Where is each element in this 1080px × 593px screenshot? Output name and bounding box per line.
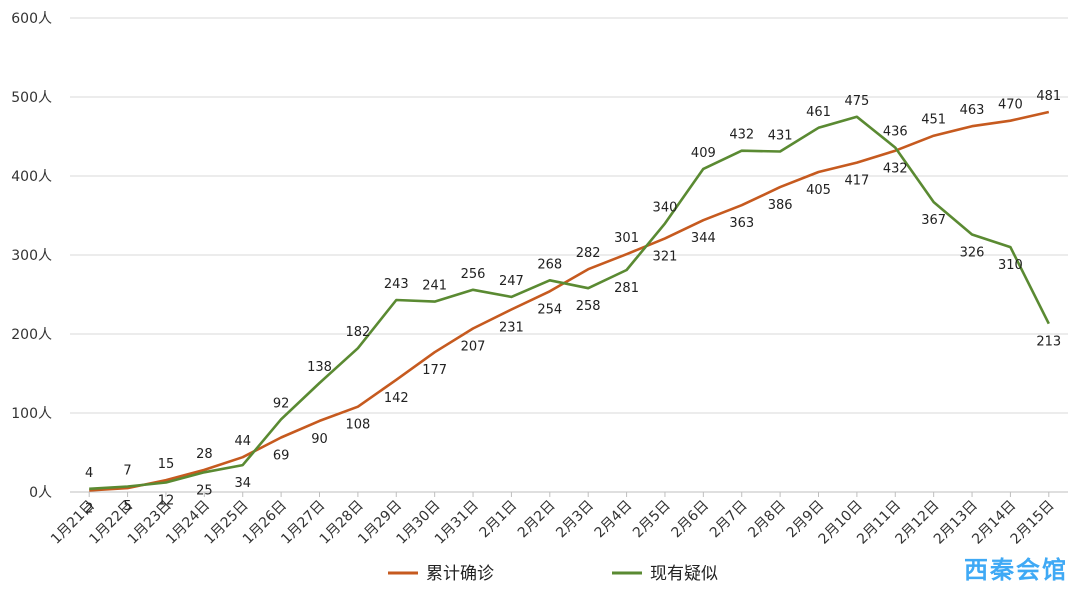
data-label: 182 bbox=[345, 325, 370, 340]
legend-label: 现有疑似 bbox=[650, 564, 718, 584]
data-label: 367 bbox=[921, 213, 946, 228]
data-label: 15 bbox=[158, 457, 175, 472]
legend: 累计确诊 现有疑似 bbox=[388, 564, 718, 584]
data-label: 363 bbox=[729, 216, 754, 231]
y-tick-label: 400人 bbox=[11, 169, 52, 185]
data-label: 108 bbox=[345, 418, 370, 433]
x-tick-label: 2月5日 bbox=[630, 498, 674, 542]
data-label: 92 bbox=[273, 396, 290, 411]
data-label: 25 bbox=[196, 483, 213, 498]
y-tick-label: 600人 bbox=[11, 11, 52, 27]
series-lines bbox=[89, 110, 1050, 492]
data-label: 69 bbox=[273, 448, 290, 463]
data-label: 463 bbox=[960, 103, 985, 118]
data-label: 344 bbox=[691, 231, 716, 246]
data-label: 310 bbox=[998, 258, 1023, 273]
data-label: 301 bbox=[614, 231, 639, 246]
data-label: 90 bbox=[311, 432, 328, 447]
data-label: 138 bbox=[307, 360, 332, 375]
x-tick-label: 2月1日 bbox=[477, 498, 521, 542]
data-label: 28 bbox=[196, 447, 213, 462]
data-label: 254 bbox=[537, 302, 562, 317]
data-label: 243 bbox=[384, 277, 409, 292]
data-label: 431 bbox=[768, 129, 793, 144]
data-label: 268 bbox=[537, 257, 562, 272]
data-label: 432 bbox=[883, 162, 908, 177]
data-label: 451 bbox=[921, 113, 946, 128]
data-label: 241 bbox=[422, 279, 447, 294]
data-label: 177 bbox=[422, 363, 447, 378]
data-label: 207 bbox=[461, 339, 486, 354]
data-label: 417 bbox=[844, 174, 869, 189]
x-tick-label: 2月3日 bbox=[553, 498, 597, 542]
data-label: 405 bbox=[806, 183, 831, 198]
y-tick-label: 200人 bbox=[11, 327, 52, 343]
data-label: 461 bbox=[806, 105, 831, 120]
x-tick-label: 2月4日 bbox=[592, 498, 636, 542]
data-label: 5 bbox=[123, 499, 131, 514]
data-labels: 2 515284469901081421772072312542823013213… bbox=[85, 89, 1061, 516]
data-label: 142 bbox=[384, 391, 409, 406]
data-label: 481 bbox=[1036, 89, 1061, 104]
data-label: 470 bbox=[998, 98, 1023, 113]
data-label: 247 bbox=[499, 274, 524, 289]
y-tick-label: 100人 bbox=[11, 406, 52, 422]
series-line-2 bbox=[89, 115, 1050, 491]
data-label: 231 bbox=[499, 321, 524, 336]
grid-lines bbox=[70, 17, 1068, 493]
x-tick-label: 2月7日 bbox=[707, 498, 751, 542]
data-label: 282 bbox=[576, 246, 601, 261]
x-tick-label: 2月6日 bbox=[668, 498, 712, 542]
data-label: 326 bbox=[960, 245, 985, 260]
data-label: 409 bbox=[691, 146, 716, 161]
data-label: 44 bbox=[234, 434, 251, 449]
series-line-1 bbox=[89, 110, 1050, 492]
data-label: 256 bbox=[461, 267, 486, 282]
y-tick-label: 0人 bbox=[29, 485, 52, 501]
data-label: 475 bbox=[844, 94, 869, 109]
data-label: 4 bbox=[85, 466, 93, 481]
data-label: 34 bbox=[234, 476, 251, 491]
data-label: 12 bbox=[158, 494, 175, 509]
data-label: 436 bbox=[883, 125, 908, 140]
x-tick-label: 2月8日 bbox=[745, 498, 789, 542]
data-label: 340 bbox=[653, 200, 678, 215]
watermark-logo: 西秦会馆 bbox=[964, 556, 1068, 584]
y-tick-label: 300人 bbox=[11, 248, 52, 264]
y-axis: 0人 100人 200人 300人 400人 500人 600人 bbox=[11, 11, 52, 501]
data-label: 258 bbox=[576, 299, 601, 314]
x-tick-label: 2月2日 bbox=[515, 498, 559, 542]
data-label: 432 bbox=[729, 128, 754, 143]
y-tick-label: 500人 bbox=[11, 90, 52, 106]
legend-label: 累计确诊 bbox=[426, 564, 494, 584]
data-label: 7 bbox=[123, 463, 131, 478]
data-label: 2 bbox=[85, 501, 93, 516]
data-label: 213 bbox=[1036, 335, 1061, 350]
data-label: 321 bbox=[653, 249, 678, 264]
x-axis: 1月21日1月22日1月23日1月24日1月25日1月26日1月27日1月28日… bbox=[48, 492, 1058, 548]
data-label: 281 bbox=[614, 281, 639, 296]
data-label: 386 bbox=[768, 198, 793, 213]
